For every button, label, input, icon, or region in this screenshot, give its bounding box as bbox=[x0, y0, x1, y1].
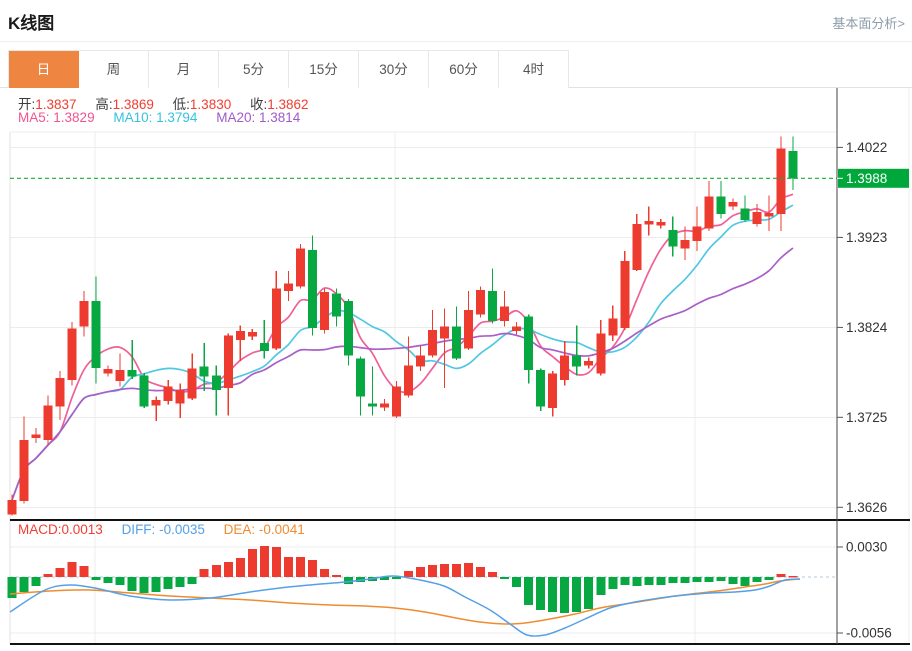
price-axis: 1.4022 1.3923 1.3824 1.3725 1.3626 0.0030 -0.0… bbox=[837, 140, 892, 641]
tab-day[interactable]: 日 bbox=[9, 51, 79, 88]
tab-60min[interactable]: 60分 bbox=[429, 51, 499, 88]
tab-30min[interactable]: 30分 bbox=[359, 51, 429, 88]
chart-frame bbox=[10, 88, 910, 645]
axis-tick-label: 1.4022 bbox=[846, 140, 887, 155]
axis-tick-label: 0.0030 bbox=[846, 540, 887, 555]
axis-tick-label: -0.0056 bbox=[846, 626, 892, 641]
fundamental-analysis-link[interactable]: 基本面分析> bbox=[832, 16, 905, 31]
candles-layer bbox=[7, 136, 798, 516]
axis-tick-label: 1.3824 bbox=[846, 320, 888, 335]
dea-line bbox=[9, 578, 801, 625]
kline-chart[interactable]: 1.4022 1.3923 1.3824 1.3725 1.3626 0.0030 -0.0… bbox=[0, 88, 912, 651]
axis-tick-label: 1.3626 bbox=[846, 500, 887, 515]
header: K线图 基本面分析> bbox=[0, 0, 912, 42]
axis-tick-label: 1.3923 bbox=[846, 230, 887, 245]
tab-5min[interactable]: 5分 bbox=[219, 51, 289, 88]
tab-month[interactable]: 月 bbox=[149, 51, 219, 88]
axis-tick-label: 1.3725 bbox=[846, 410, 887, 425]
diff-line bbox=[9, 575, 801, 637]
period-tabbar: 日 周 月 5分 15分 30分 60分 4时 bbox=[0, 50, 912, 88]
ma10-line bbox=[11, 204, 794, 501]
tab-4hour[interactable]: 4时 bbox=[499, 51, 569, 88]
macd-histogram bbox=[7, 546, 798, 613]
current-price-value: 1.3988 bbox=[846, 171, 887, 186]
current-price-badge: 1.3988 bbox=[837, 168, 909, 188]
page-title: K线图 bbox=[8, 14, 55, 33]
tab-week[interactable]: 周 bbox=[79, 51, 149, 88]
tab-15min[interactable]: 15分 bbox=[289, 51, 359, 88]
period-tabs: 日 周 月 5分 15分 30分 60分 4时 bbox=[8, 50, 569, 88]
grid-layer bbox=[9, 88, 910, 644]
